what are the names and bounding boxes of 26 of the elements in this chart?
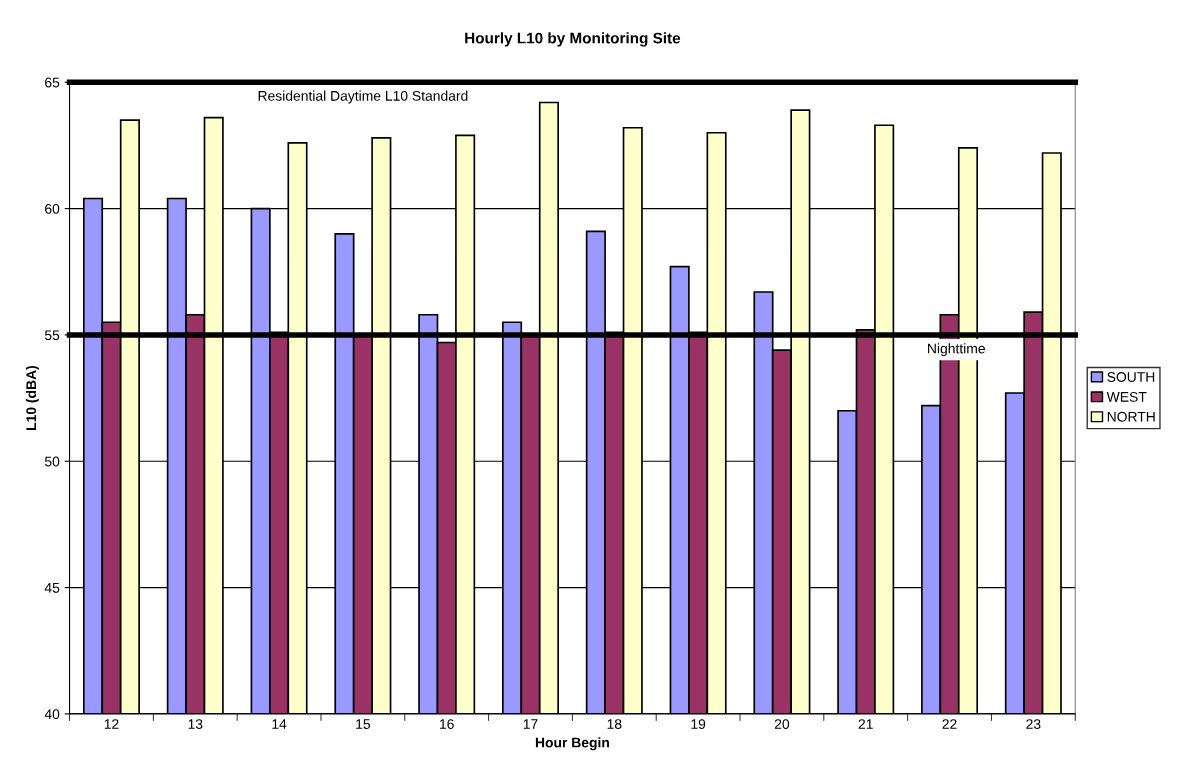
x-axis-title: Hour Begin (535, 737, 609, 751)
y-tick-label: 45 (44, 583, 60, 593)
x-tick-label: 20 (774, 719, 790, 729)
x-tick-label: 16 (440, 719, 454, 729)
x-tick-label: 15 (356, 719, 371, 729)
ref-line-label: Residential Daytime L10 Standard (258, 90, 468, 104)
x-tick-label: 13 (188, 719, 203, 729)
x-tick-label: 12 (104, 719, 119, 729)
y-axis-title: L10 (dBA) (25, 365, 39, 430)
x-tick-label: 18 (607, 719, 622, 729)
legend-label: NORTH (1107, 411, 1155, 422)
ref-line-label: Nighttime (928, 343, 985, 357)
y-tick-label: 55 (44, 330, 60, 341)
y-tick-label: 65 (45, 77, 60, 88)
x-tick-label: 21 (858, 719, 873, 729)
chart-title: Hourly L10 by Monitoring Site (465, 32, 681, 47)
y-tick-label: 60 (45, 203, 60, 214)
y-tick-label: 50 (44, 456, 60, 467)
x-tick-label: 14 (272, 719, 287, 729)
x-tick-label: 19 (691, 719, 706, 729)
legend-label: SOUTH (1107, 372, 1155, 382)
legend-label: WEST (1106, 391, 1147, 402)
x-tick-label: 22 (942, 719, 957, 729)
y-tick-label: 40 (44, 709, 60, 720)
x-tick-label: 23 (1026, 719, 1041, 729)
x-tick-label: 17 (523, 719, 538, 729)
